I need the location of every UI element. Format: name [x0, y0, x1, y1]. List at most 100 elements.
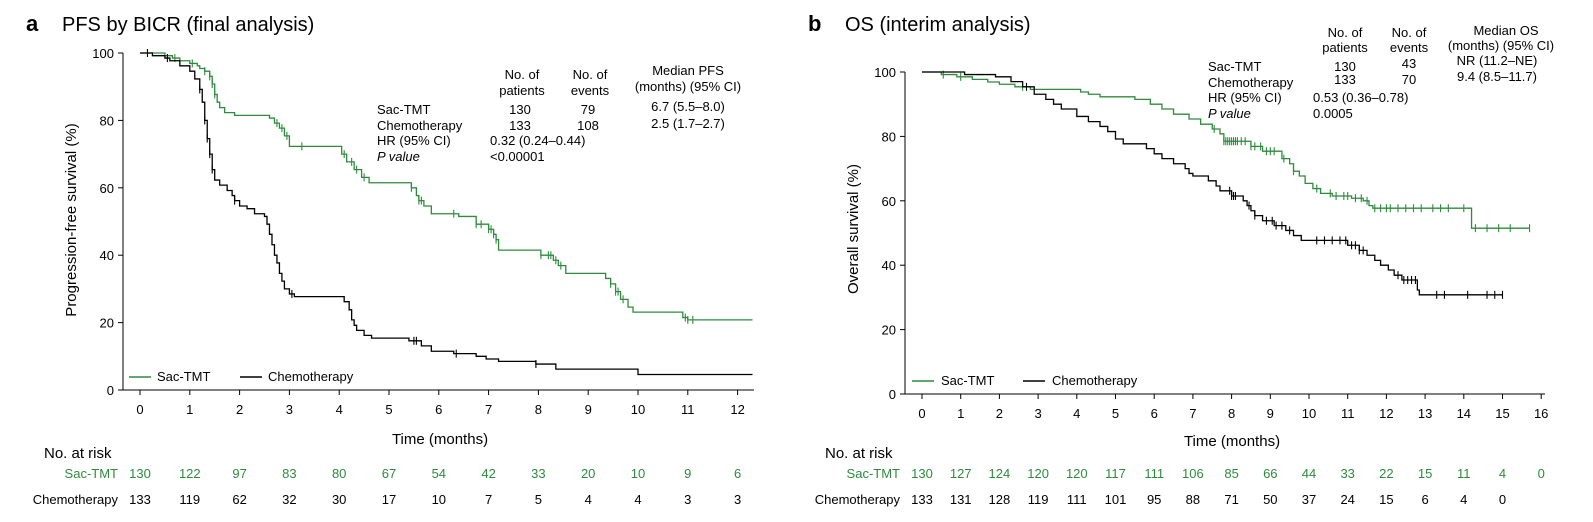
x-tick-label: 1 — [957, 406, 964, 421]
stats-cell: 0.53 (0.36–0.78) — [1313, 90, 1408, 105]
stats-header: No. of — [505, 67, 540, 82]
stats-header: patients — [1322, 40, 1368, 55]
x-tick-label: 7 — [1189, 406, 1196, 421]
y-tick-label: 0 — [107, 383, 114, 398]
x-tick-label: 8 — [1228, 406, 1235, 421]
legend-label-chemo: Chemotherapy — [268, 369, 354, 384]
risk-count: 124 — [989, 466, 1011, 481]
x-tick-label: 9 — [585, 402, 592, 417]
stats-cell: 70 — [1402, 72, 1416, 87]
panel-b-y-ticks: 0 20 40 60 80 100 — [874, 65, 905, 402]
x-tick-label: 4 — [336, 402, 343, 417]
risk-count: 117 — [1105, 466, 1126, 481]
y-tick-label: 100 — [92, 46, 114, 61]
panel-b: b OS (interim analysis) Overall survival… — [808, 11, 1554, 507]
x-tick-label: 11 — [681, 402, 695, 417]
risk-count: 111 — [1067, 492, 1087, 507]
panel-a-plot — [140, 49, 753, 376]
risk-title: No. at risk — [44, 445, 112, 462]
x-tick-label: 5 — [1112, 406, 1119, 421]
stats-header: No. of — [1392, 25, 1427, 40]
x-tick-label: 10 — [631, 402, 645, 417]
risk-count: 22 — [1379, 466, 1393, 481]
stats-header: No. of — [573, 67, 608, 82]
panel-b-stats-table: No. of patients No. of events Median OS … — [1208, 23, 1554, 121]
risk-count: 7 — [485, 492, 492, 507]
risk-count: 106 — [1182, 466, 1204, 481]
stats-cell: 2.5 (1.7–2.7) — [651, 116, 725, 131]
risk-count: 101 — [1105, 492, 1127, 507]
risk-count: 80 — [332, 466, 346, 481]
stats-cell: 108 — [577, 118, 599, 133]
stats-cell: 133 — [1334, 72, 1356, 87]
risk-count: 130 — [129, 466, 151, 481]
stats-row-label: Sac-TMT — [377, 102, 431, 117]
risk-count: 33 — [531, 466, 545, 481]
panel-a-legend: Sac-TMT Chemotherapy — [129, 369, 354, 384]
legend-label-sac: Sac-TMT — [157, 369, 211, 384]
x-tick-label: 11 — [1341, 406, 1355, 421]
x-tick-label: 15 — [1495, 406, 1509, 421]
panel-a-stats-table: No. of patients No. of events Median PFS… — [377, 63, 741, 164]
risk-count: 30 — [332, 492, 346, 507]
risk-count: 119 — [1028, 492, 1049, 507]
panel-a-letter: a — [26, 11, 39, 36]
risk-count: 42 — [481, 466, 495, 481]
risk-count: 6 — [1421, 492, 1428, 507]
risk-count: 131 — [950, 492, 972, 507]
legend-label-chemo: Chemotherapy — [1052, 373, 1138, 388]
x-tick-label: 0 — [918, 406, 925, 421]
risk-count: 67 — [382, 466, 396, 481]
stats-cell: 43 — [1402, 56, 1416, 71]
panel-a: a PFS by BICR (final analysis) Progressi… — [26, 11, 754, 507]
x-tick-label: 3 — [286, 402, 293, 417]
risk-count: 50 — [1263, 492, 1277, 507]
risk-count: 10 — [432, 492, 446, 507]
risk-count: 15 — [1379, 492, 1393, 507]
stats-cell: <0.00001 — [490, 149, 545, 164]
risk-count: 66 — [1263, 466, 1277, 481]
stats-cell: NR (11.2–NE) — [1457, 53, 1538, 68]
x-tick-label: 6 — [435, 402, 442, 417]
risk-count: 95 — [1147, 492, 1161, 507]
x-tick-label: 3 — [1034, 406, 1041, 421]
panel-a-ylabel: Progression-free survival (%) — [63, 123, 80, 316]
panel-a-y-ticks: 0 20 40 60 80 100 — [92, 46, 123, 398]
x-tick-label: 8 — [535, 402, 542, 417]
x-tick-label: 10 — [1302, 406, 1316, 421]
panel-b-ylabel: Overall survival (%) — [845, 164, 862, 294]
panel-a-xlabel: Time (months) — [392, 431, 488, 448]
sac-tmt-curve — [922, 71, 1530, 229]
panel-a-x-ticks: 0 1 2 3 4 5 6 7 8 9 10 11 12 — [136, 390, 745, 417]
risk-count: 4 — [1499, 466, 1506, 481]
stats-row-label: HR (95% CI) — [1208, 90, 1282, 105]
y-tick-label: 20 — [882, 323, 896, 338]
stats-header: (months) (95% CI) — [635, 79, 741, 94]
risk-count: 11 — [1457, 466, 1471, 481]
stats-header: events — [571, 83, 610, 98]
risk-title: No. at risk — [825, 445, 893, 462]
risk-count: 127 — [950, 466, 972, 481]
risk-row-label: Sac-TMT — [847, 466, 901, 481]
chemotherapy-curve — [922, 71, 1503, 296]
stats-cell: 0.0005 — [1313, 106, 1353, 121]
x-tick-label: 14 — [1457, 406, 1471, 421]
stats-cell: 6.7 (5.5–8.0) — [651, 99, 725, 114]
x-tick-label: 5 — [385, 402, 392, 417]
risk-count: 62 — [232, 492, 246, 507]
risk-count: 3 — [684, 492, 691, 507]
stats-cell: 130 — [1334, 59, 1356, 74]
stats-header: events — [1390, 40, 1429, 55]
risk-count: 71 — [1224, 492, 1238, 507]
x-tick-label: 1 — [186, 402, 193, 417]
risk-count: 122 — [179, 466, 201, 481]
stats-row-label: Chemotherapy — [1208, 75, 1294, 90]
x-tick-label: 4 — [1073, 406, 1080, 421]
x-tick-label: 13 — [1418, 406, 1432, 421]
y-tick-label: 60 — [882, 194, 896, 209]
panel-a-title: PFS by BICR (final analysis) — [62, 14, 314, 36]
risk-count: 44 — [1302, 466, 1316, 481]
risk-count: 20 — [581, 466, 595, 481]
x-tick-label: 16 — [1534, 406, 1548, 421]
